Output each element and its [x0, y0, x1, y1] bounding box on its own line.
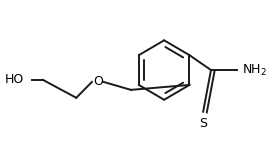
Text: HO: HO	[4, 74, 24, 86]
Text: NH$_2$: NH$_2$	[242, 63, 267, 78]
Text: S: S	[199, 117, 207, 130]
Text: O: O	[93, 75, 103, 88]
